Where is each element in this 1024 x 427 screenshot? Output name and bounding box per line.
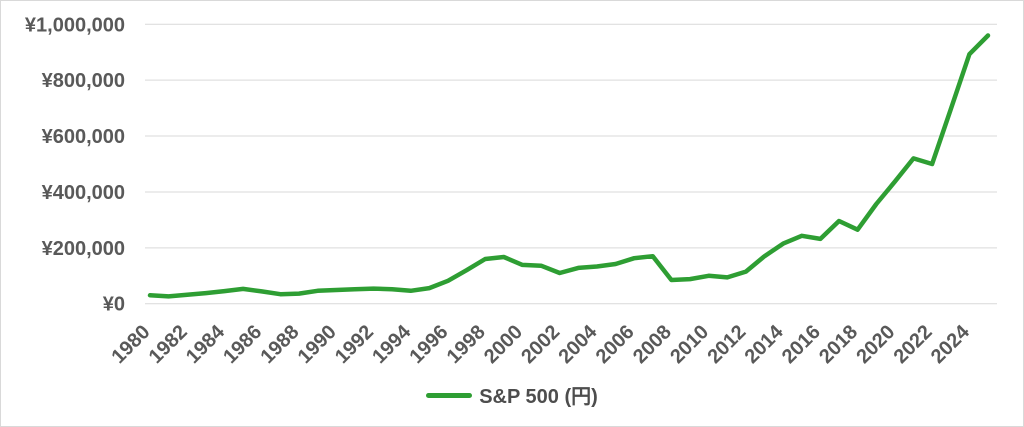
legend: S&P 500 (円) xyxy=(1,380,1023,409)
x-tick-label: 1982 xyxy=(145,321,192,368)
x-tick-label: 2024 xyxy=(927,320,975,368)
x-tick-label: 2002 xyxy=(517,321,564,368)
x-tick-label: 1998 xyxy=(443,321,490,368)
x-tick-label: 2012 xyxy=(703,321,750,368)
x-tick-label: 2010 xyxy=(666,321,713,368)
x-tick-label: 1986 xyxy=(219,321,266,368)
legend-label: S&P 500 (円) xyxy=(479,386,598,408)
y-tick-label: ¥400,000 xyxy=(42,182,125,204)
legend-line-swatch xyxy=(426,393,473,398)
x-tick-label: 1992 xyxy=(331,321,378,368)
x-tick-label: 1990 xyxy=(294,321,341,368)
x-tick-label: 2022 xyxy=(890,321,937,368)
y-tick-label: ¥800,000 xyxy=(42,70,125,92)
x-tick-label: 2016 xyxy=(778,321,825,368)
x-tick-label: 2000 xyxy=(480,321,527,368)
sp500-line-series xyxy=(147,33,991,299)
x-tick-label: 2014 xyxy=(741,320,789,368)
x-tick-label: 2008 xyxy=(629,321,676,368)
x-tick-label: 1996 xyxy=(405,321,452,368)
y-tick-label: ¥1,000,000 xyxy=(25,14,125,36)
x-tick-label: 1984 xyxy=(182,320,230,368)
y-tick-label: ¥200,000 xyxy=(42,238,125,260)
y-tick-label: ¥600,000 xyxy=(42,126,125,148)
y-tick-label: ¥0 xyxy=(103,294,125,316)
x-tick-label: 1994 xyxy=(368,320,416,368)
x-tick-label: 2020 xyxy=(852,321,899,368)
x-tick-label: 2018 xyxy=(815,321,862,368)
x-tick-label: 2006 xyxy=(592,321,639,368)
x-tick-label: 2004 xyxy=(554,320,602,368)
x-tick-label: 1980 xyxy=(108,321,155,368)
x-tick-label: 1988 xyxy=(256,321,303,368)
